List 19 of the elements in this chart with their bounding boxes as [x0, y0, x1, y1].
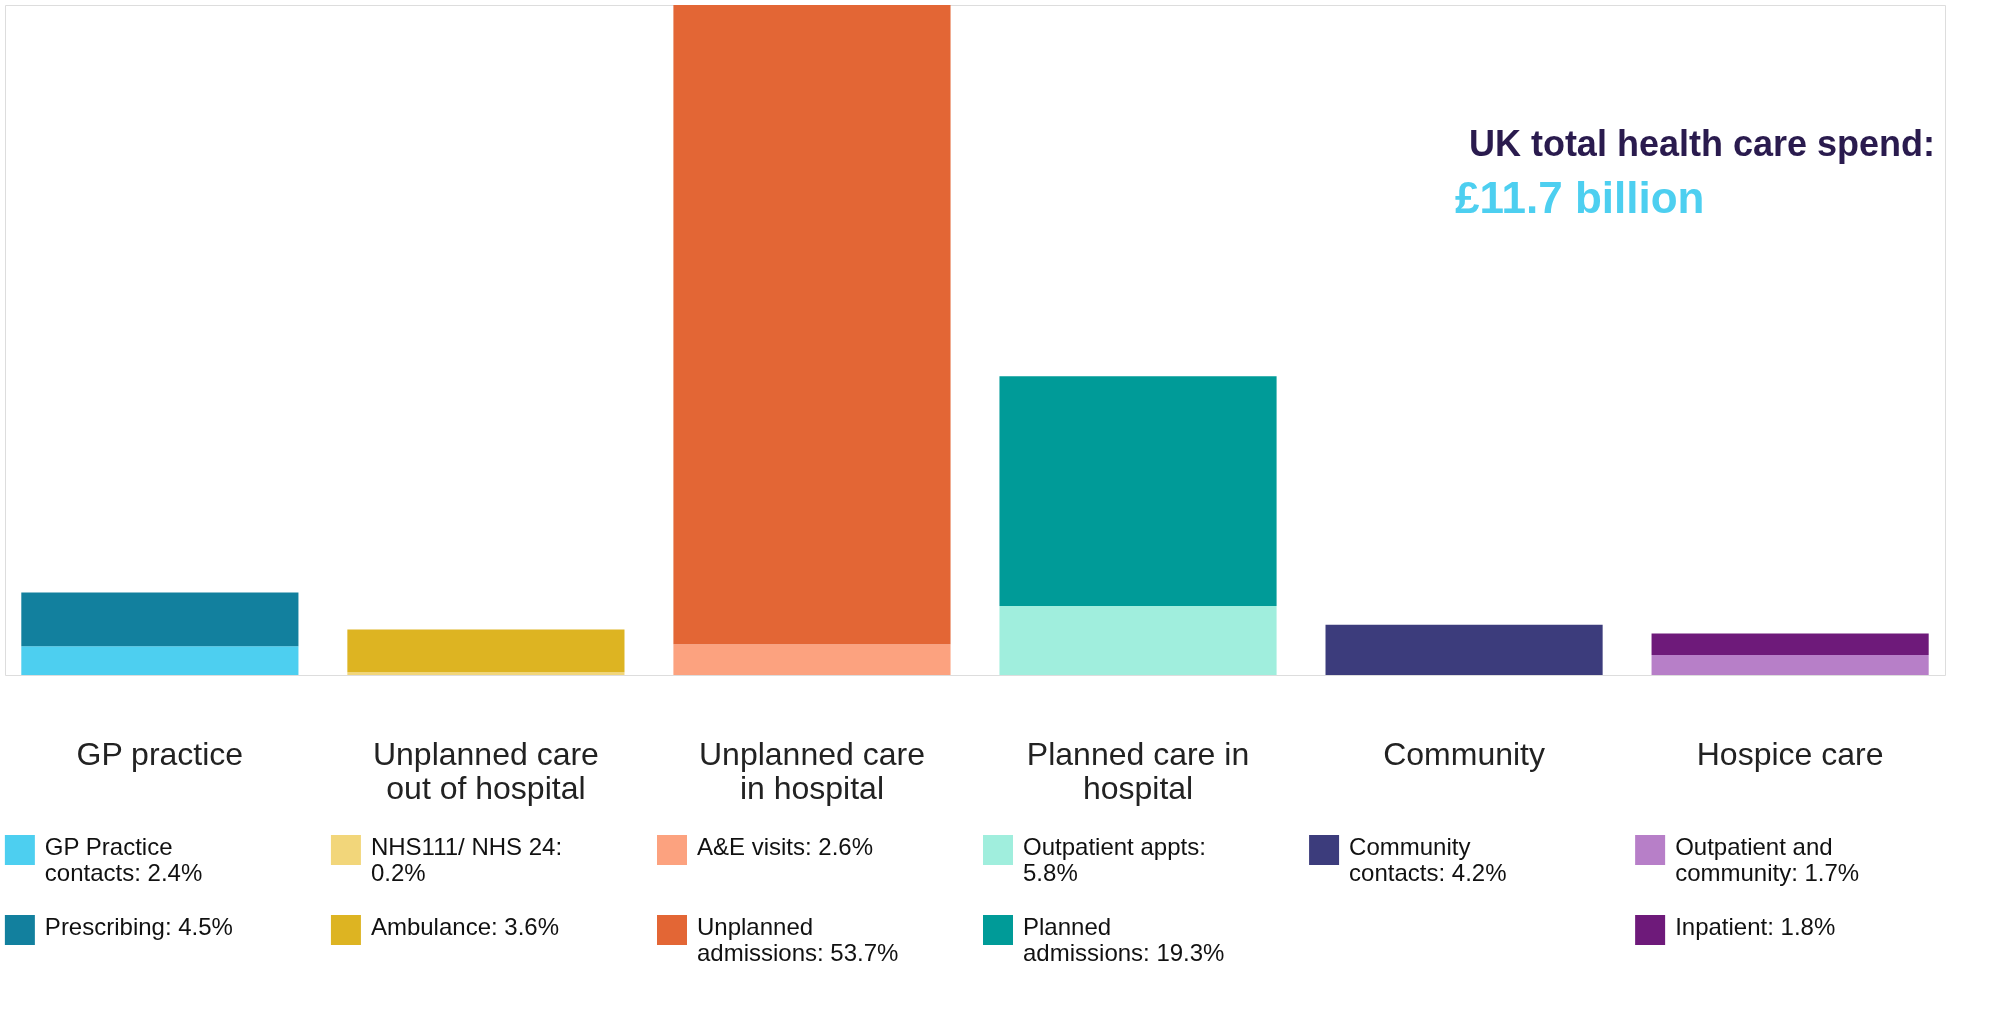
- text: £11.7 billion: [1455, 173, 1705, 222]
- text: UK total health care spend:: [1468, 123, 1935, 164]
- legend-label: Planned admissions: 19.3%: [1023, 913, 1225, 966]
- legend-label: Ambulance: 3.6%: [370, 913, 560, 940]
- legend-label: Prescribing: 4.5%: [44, 913, 233, 940]
- legend-label: Inpatient: 1.8%: [1675, 913, 1836, 940]
- legend-label: A&E visits: 2.6%: [696, 833, 874, 860]
- x-tick-label: Unplanned care out of hospital: [372, 736, 599, 806]
- x-tick-label: GP practice: [76, 736, 244, 772]
- x-tick-label: Community: [1383, 736, 1545, 772]
- x-tick-label: Hospice care: [1696, 736, 1884, 772]
- legend-label: Outpatient and community: 1.7%: [1675, 833, 1860, 886]
- x-tick-label: Planned care in hospital: [1026, 736, 1250, 806]
- legend-label: Unplanned admissions: 53.7%: [696, 913, 899, 966]
- legend-label: Outpatient appts: 5.8%: [1023, 833, 1206, 886]
- legend-label: GP Practice contacts: 2.4%: [44, 833, 203, 886]
- x-tick-label: Unplanned care in hospital: [699, 736, 925, 806]
- legend-label: NHS111/ NHS 24: 0.2%: [370, 833, 563, 886]
- legend-label: Community contacts: 4.2%: [1349, 833, 1507, 886]
